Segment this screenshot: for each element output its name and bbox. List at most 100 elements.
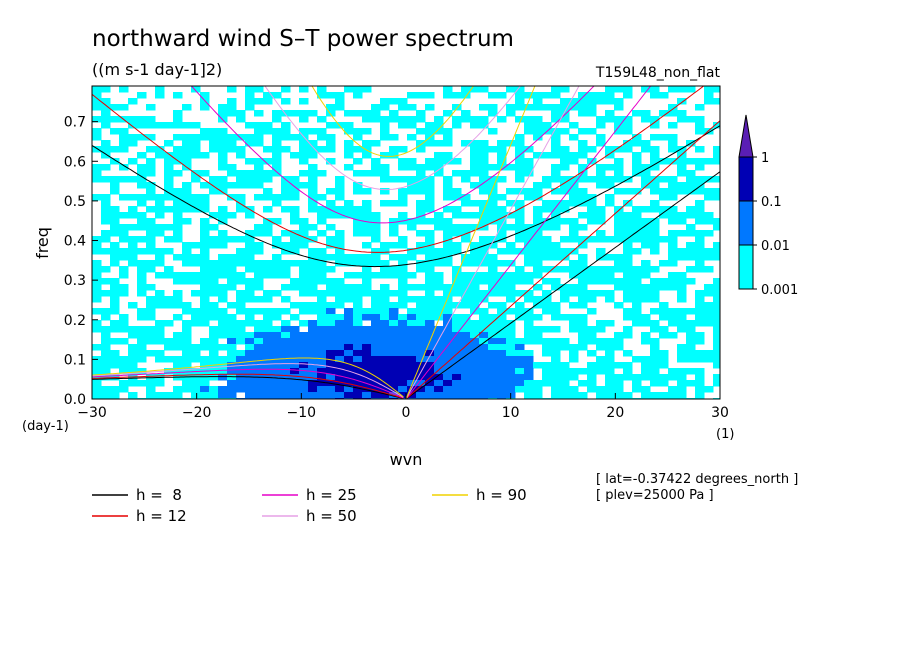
heat-cell xyxy=(110,248,120,255)
heat-cell xyxy=(533,122,543,129)
heat-cell xyxy=(317,350,327,357)
heat-cell xyxy=(263,266,273,273)
heat-cell xyxy=(290,356,300,363)
heat-cell xyxy=(200,392,210,399)
heat-cell xyxy=(425,158,435,165)
heat-cell xyxy=(254,308,264,315)
heat-cell xyxy=(695,260,705,267)
heat-cell xyxy=(119,86,129,93)
heat-cell xyxy=(326,122,336,129)
heat-cell xyxy=(551,212,561,219)
y-unit-label: (day-1) xyxy=(22,419,69,434)
heat-cell xyxy=(335,326,345,333)
heat-cell xyxy=(695,248,705,255)
heat-cell xyxy=(515,164,525,171)
heat-cell xyxy=(353,128,363,135)
heat-cell xyxy=(101,326,111,333)
heat-cell xyxy=(119,290,129,297)
heat-cell xyxy=(281,326,291,333)
heat-cell xyxy=(515,86,525,93)
heat-cell xyxy=(515,338,525,345)
heat-cell xyxy=(479,308,489,315)
heat-cell xyxy=(425,362,435,369)
heat-cell xyxy=(695,386,705,393)
heat-cell xyxy=(209,146,219,153)
heat-cell xyxy=(227,320,237,327)
heat-cell xyxy=(614,236,624,243)
heat-cell xyxy=(569,224,579,231)
heat-cell xyxy=(353,338,363,345)
heat-cell xyxy=(236,302,246,309)
heat-cell xyxy=(218,218,228,225)
heat-cell xyxy=(479,332,489,339)
heat-cell xyxy=(632,152,642,159)
heat-cell xyxy=(137,278,147,285)
heat-cell xyxy=(344,374,354,381)
heat-cell xyxy=(542,236,552,243)
heat-cell xyxy=(668,230,678,237)
heat-cell xyxy=(425,344,435,351)
heat-cell xyxy=(524,128,534,135)
heat-cell xyxy=(614,332,624,339)
heat-cell xyxy=(713,314,720,321)
heat-cell xyxy=(398,368,408,375)
heat-cell xyxy=(425,314,435,321)
heat-cell xyxy=(488,344,498,351)
heat-cell xyxy=(272,116,282,123)
heat-cell xyxy=(425,332,435,339)
heat-cell xyxy=(551,188,561,195)
heat-cell xyxy=(389,242,399,249)
heat-cell xyxy=(155,296,165,303)
heat-cell xyxy=(668,368,678,375)
heat-cell xyxy=(416,176,426,183)
heat-cell xyxy=(299,98,309,105)
heat-cell xyxy=(461,194,471,201)
heat-cell xyxy=(335,368,345,375)
heat-cell xyxy=(245,176,255,183)
heat-cell xyxy=(362,332,372,339)
heat-cell xyxy=(380,362,390,369)
heat-cell xyxy=(452,302,462,309)
heat-cell xyxy=(533,386,543,393)
heat-cell xyxy=(353,254,363,261)
heat-cell xyxy=(596,236,606,243)
heat-cell xyxy=(461,116,471,123)
heat-cell xyxy=(128,332,138,339)
x-unit-label: (1) xyxy=(716,427,734,442)
heat-cell xyxy=(560,290,570,297)
heat-cell xyxy=(533,224,543,231)
heat-cell xyxy=(353,86,363,93)
heat-cell xyxy=(659,314,669,321)
heat-cell xyxy=(560,206,570,213)
heat-cell xyxy=(218,344,228,351)
heat-cell xyxy=(461,296,471,303)
heat-cell xyxy=(470,146,480,153)
heat-cell xyxy=(488,104,498,111)
heat-cell xyxy=(668,110,678,117)
heat-cell xyxy=(470,212,480,219)
heat-cell xyxy=(317,392,327,399)
heat-cell xyxy=(659,110,669,117)
heat-cell xyxy=(614,344,624,351)
heat-cell xyxy=(353,350,363,357)
heat-cell xyxy=(218,356,228,363)
heat-cell xyxy=(218,128,228,135)
heat-cell xyxy=(119,362,129,369)
heat-cell xyxy=(182,152,192,159)
heat-cell xyxy=(524,296,534,303)
heat-cell xyxy=(623,116,633,123)
heat-cell xyxy=(434,302,444,309)
heat-cell xyxy=(614,176,624,183)
heat-cell xyxy=(218,188,228,195)
x-axis: −30 −20 −10 0 10 20 30 xyxy=(77,393,729,421)
heat-cell xyxy=(146,350,156,357)
heat-cell xyxy=(281,134,291,141)
heat-cell xyxy=(596,266,606,273)
heat-cell xyxy=(497,224,507,231)
heat-cell xyxy=(614,104,624,111)
heat-cell xyxy=(164,140,174,147)
heat-cell xyxy=(641,230,651,237)
heat-cell xyxy=(119,266,129,273)
heat-cell xyxy=(506,110,516,117)
heat-cell xyxy=(614,212,624,219)
